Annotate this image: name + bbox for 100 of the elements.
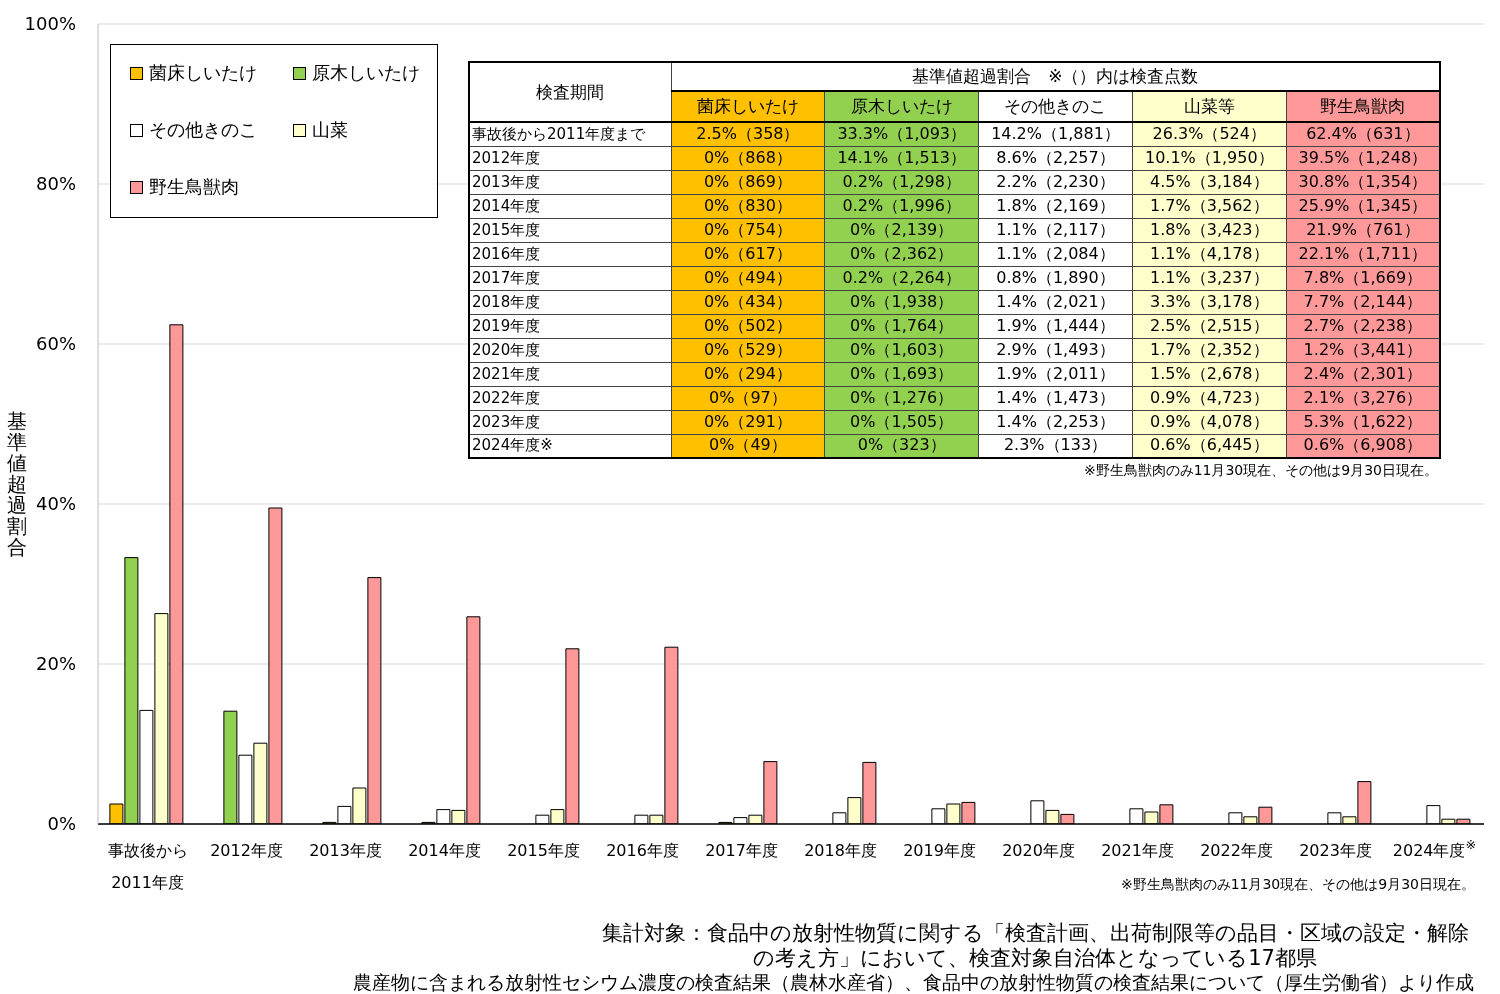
x-tick-label: 事故後から 2011年度 [107,841,188,892]
annotation: 0%（1,764） [824,314,979,338]
annotation: 2019年度 [469,314,671,338]
annotation: 0%（868） [671,146,825,170]
x-tick-label: 2022年度 [1200,841,1273,860]
annotation: 1.1%（4,178） [1132,242,1287,266]
annotation: 0%（1,505） [824,410,979,434]
annotation: 21.9%（761） [1286,218,1440,242]
annotation: 2.5%（358） [671,122,825,146]
annotation: 事故後から2011年度まで [469,122,671,146]
annotation: 26.3%（524） [1132,122,1287,146]
annotation: 25.9%（1,345） [1286,194,1440,218]
annotation: 2016年度 [469,242,671,266]
y-tick-label: 100% [24,13,76,35]
annotation: 39.5%（1,248） [1286,146,1440,170]
annotation: 0%（617） [671,242,825,266]
annotation: 0%（2,139） [824,218,979,242]
legend-label: その他きのこ [149,118,257,142]
legend-label: 菌床しいたけ [149,61,257,85]
annotation: 2.7%（2,238） [1286,314,1440,338]
x-tick-label: 2014年度 [408,841,481,860]
y-tick-label: 0% [47,813,76,835]
annotation: 2.4%（2,301） [1286,362,1440,386]
legend-label: 野生鳥獣肉 [149,175,239,199]
annotation: 2022年度 [469,386,671,410]
annotation: 山菜等 [1132,91,1287,122]
annotation: 1.4%（2,253） [978,410,1133,434]
annotation: 0.2%（1,298） [824,170,979,194]
annotation: 0.6%（6,908） [1286,434,1440,458]
annotation: 基準値超過割合 ※（）内は検査点数 [671,62,1440,91]
annotation: 22.1%（1,711） [1286,242,1440,266]
annotation: 14.1%（1,513） [824,146,979,170]
annotation: 2013年度 [469,170,671,194]
annotation: 2020年度 [469,338,671,362]
annotation: 30.8%（1,354） [1286,170,1440,194]
annotation: 1.9%（1,444） [978,314,1133,338]
y-tick-label: 40% [35,493,76,515]
annotation: 2.3%（133） [978,434,1133,458]
x-tick-label: 2024年度$^{※}$ [1392,836,1477,860]
annotation: 1.1%（2,117） [978,218,1133,242]
annotation: 1.1%（3,237） [1132,266,1287,290]
annotation: 1.1%（2,084） [978,242,1133,266]
text: 集計対象：食品中の放射性物質に関する「検査計画、出荷制限等の品目・区域の設定・解除の考え方」において、検査対象自治体となっている17都県 [600,921,1470,971]
annotation: 0%（529） [671,338,825,362]
x-tick-label: 2023年度 [1299,841,1372,860]
annotation: 1.9%（2,011） [978,362,1133,386]
annotation: 0%（869） [671,170,825,194]
annotation: 10.1%（1,950） [1132,146,1287,170]
x-tick-label: 2013年度 [309,841,382,860]
annotation: 62.4%（631） [1286,122,1440,146]
annotation: 0%（1,938） [824,290,979,314]
annotation: 0%（1,603） [824,338,979,362]
annotation: 1.4%（1,473） [978,386,1133,410]
annotation: 1.8%（2,169） [978,194,1133,218]
annotation: 野生鳥獣肉 [1286,91,1440,122]
x-tick-label: 2020年度 [1002,841,1075,860]
annotation: 0%（49） [671,434,825,458]
annotation: 0.2%（1,996） [824,194,979,218]
annotation: 4.5%（3,184） [1132,170,1287,194]
annotation: 0%（291） [671,410,825,434]
annotation: 8.6%（2,257） [978,146,1133,170]
annotation: 0%（97） [671,386,825,410]
legend-label: 原木しいたけ [312,61,420,85]
y-tick-label: 60% [35,333,76,355]
text: 農産物に含まれる放射性セシウム濃度の検査結果（農林水産省）、食品中の放射性物質の検査結果について（厚生労働省）より作成 [353,971,1474,993]
x-tick-label: 2012年度 [210,841,283,860]
annotation: 0%（323） [824,434,979,458]
annotation: その他きのこ [978,91,1133,122]
x-tick-label: 2015年度 [507,841,580,860]
x-tick-label: 2019年度 [903,841,976,860]
x-tick-label: 2017年度 [705,841,778,860]
annotation: 1.7%（3,562） [1132,194,1287,218]
annotation: 0%（434） [671,290,825,314]
annotation: 2024年度※ [469,434,671,458]
annotation: 1.4%（2,021） [978,290,1133,314]
annotation: 検査期間 [469,62,671,122]
annotation: 1.2%（3,441） [1286,338,1440,362]
annotation: 1.8%（3,423） [1132,218,1287,242]
legend-label: 山菜 [312,118,348,142]
annotation: 2.9%（1,493） [978,338,1133,362]
annotation: 0%（2,362） [824,242,979,266]
annotation: 3.3%（3,178） [1132,290,1287,314]
y-tick-label: 80% [35,173,76,195]
annotation: 0%（754） [671,218,825,242]
annotation: 0.6%（6,445） [1132,434,1287,458]
annotation: 0%（830） [671,194,825,218]
x-tick-label: 2021年度 [1101,841,1174,860]
annotation: 2015年度 [469,218,671,242]
annotation: 14.2%（1,881） [978,122,1133,146]
annotation: 0%（294） [671,362,825,386]
annotation: 33.3%（1,093） [824,122,979,146]
annotation: 7.8%（1,669） [1286,266,1440,290]
annotation: 1.5%（2,678） [1132,362,1287,386]
annotation: 0%（1,276） [824,386,979,410]
annotation: 菌床しいたけ [671,91,825,122]
annotation: 2.5%（2,515） [1132,314,1287,338]
annotation: 0.9%（4,078） [1132,410,1287,434]
annotation: 2018年度 [469,290,671,314]
annotation: 原木しいたけ [824,91,979,122]
annotation: 0.2%（2,264） [824,266,979,290]
